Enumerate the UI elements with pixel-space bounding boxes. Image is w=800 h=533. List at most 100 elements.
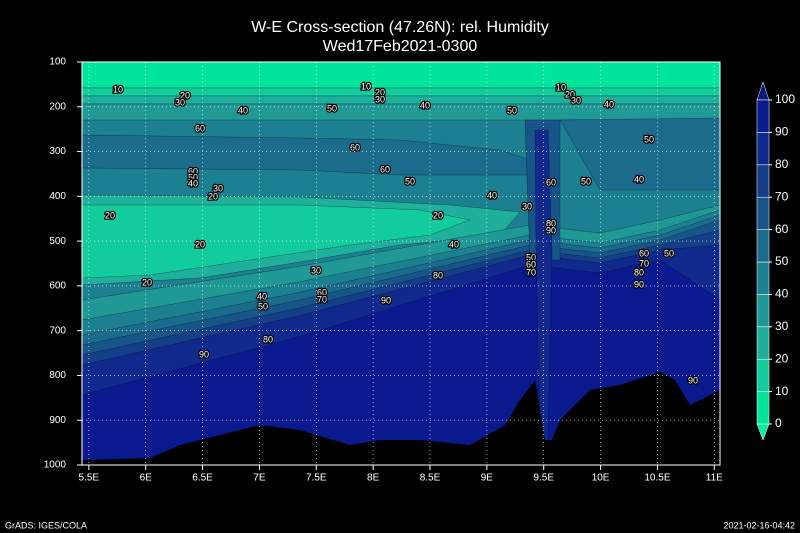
footer-right: 2021-02-16-04:42 bbox=[723, 520, 795, 530]
footer-left: GrADS: IGES/COLA bbox=[5, 520, 87, 530]
colorbar-label: 60 bbox=[775, 222, 789, 236]
x-tick-label: 10E bbox=[592, 473, 610, 484]
contour-label: 30 bbox=[571, 95, 581, 105]
plot-frame bbox=[81, 61, 721, 466]
contour-label: 20 bbox=[105, 210, 115, 220]
colorbar-band bbox=[756, 261, 770, 295]
contour-label: 20 bbox=[565, 89, 575, 99]
contour-label: 60 bbox=[188, 166, 198, 176]
contour-label: 90 bbox=[546, 225, 556, 235]
x-tick-label: 11E bbox=[706, 473, 723, 484]
contour-label: 50 bbox=[526, 252, 536, 262]
colorbar-label: 10 bbox=[775, 384, 789, 398]
contour-label: 30 bbox=[522, 201, 532, 211]
field-band bbox=[81, 61, 721, 89]
contour-label: 30 bbox=[175, 97, 185, 107]
x-tick-label: 7.5E bbox=[306, 473, 327, 484]
contour-label: 90 bbox=[381, 295, 391, 305]
y-tick-label: 200 bbox=[49, 101, 66, 112]
field-band bbox=[81, 87, 721, 97]
y-tick-label: 1000 bbox=[44, 460, 67, 471]
x-tick-label: 8E bbox=[367, 473, 380, 484]
contour-label: 20 bbox=[195, 239, 205, 249]
x-tick-label: 7E bbox=[253, 473, 266, 484]
colorbar-label: 80 bbox=[775, 157, 789, 171]
contour-label: 80 bbox=[263, 334, 273, 344]
colorbar-label: 40 bbox=[775, 287, 789, 301]
y-tick-label: 100 bbox=[49, 57, 66, 68]
contour-label: 50 bbox=[188, 172, 198, 182]
contour-label: 60 bbox=[546, 177, 556, 187]
contour-label: 60 bbox=[526, 259, 536, 269]
colorbar-label: 50 bbox=[775, 254, 789, 268]
contour-label: 80 bbox=[546, 218, 556, 228]
contour-label: 80 bbox=[433, 270, 443, 280]
colorbar-band bbox=[756, 391, 770, 425]
y-tick-label: 600 bbox=[49, 281, 66, 292]
contour-label: 60 bbox=[639, 248, 649, 258]
colorbar-band bbox=[756, 196, 770, 230]
colorbar-label: 0 bbox=[775, 416, 782, 430]
colorbar-band bbox=[756, 358, 770, 392]
colorbar-label: 90 bbox=[775, 125, 789, 139]
x-tick-label: 9.5E bbox=[533, 473, 554, 484]
contour-label: 50 bbox=[405, 176, 415, 186]
contour-label: 70 bbox=[317, 294, 327, 304]
contour-label: 90 bbox=[199, 349, 209, 359]
x-tick-label: 5.5E bbox=[79, 473, 100, 484]
colorbar-band bbox=[756, 99, 770, 133]
contour-label: 70 bbox=[526, 267, 536, 277]
contour-label: 40 bbox=[487, 190, 497, 200]
contour-label: 30 bbox=[311, 265, 321, 275]
contour-label: 60 bbox=[350, 142, 360, 152]
contour-label: 20 bbox=[180, 90, 190, 100]
contour-label: 70 bbox=[639, 258, 649, 268]
colorbar-label: 20 bbox=[775, 351, 789, 365]
y-tick-label: 800 bbox=[49, 370, 66, 381]
colorbar-band bbox=[756, 164, 770, 198]
colorbar-label: 70 bbox=[775, 189, 789, 203]
chart-title: W-E Cross-section (47.26N): rel. Humidit… bbox=[251, 19, 549, 36]
contour-label: 10 bbox=[556, 82, 566, 92]
colorbar-band bbox=[756, 132, 770, 166]
y-tick-label: 300 bbox=[49, 146, 66, 157]
colorbar-label: 30 bbox=[775, 319, 789, 333]
y-tick-label: 900 bbox=[49, 415, 66, 426]
x-tick-label: 10.5E bbox=[644, 473, 670, 484]
contour-label: 50 bbox=[581, 176, 591, 186]
contour-label: 60 bbox=[195, 123, 205, 133]
contour-label: 40 bbox=[188, 178, 198, 188]
contour-label: 40 bbox=[257, 291, 267, 301]
y-tick-label: 500 bbox=[49, 236, 66, 247]
contour-label: 20 bbox=[433, 210, 443, 220]
x-tick-label: 6.5E bbox=[192, 473, 213, 484]
contour-label: 90 bbox=[688, 375, 698, 385]
y-tick-label: 700 bbox=[49, 325, 66, 336]
contour-label: 10 bbox=[361, 81, 371, 91]
x-tick-label: 8.5E bbox=[420, 473, 441, 484]
colorbar-band bbox=[756, 326, 770, 360]
contour-label: 50 bbox=[664, 248, 674, 258]
colorbar-label: 100 bbox=[775, 92, 795, 106]
contour-label: 40 bbox=[238, 105, 248, 115]
contour-label: 60 bbox=[380, 164, 390, 174]
contour-label: 20 bbox=[375, 87, 385, 97]
contour-label: 50 bbox=[258, 301, 268, 311]
contour-label: 50 bbox=[327, 103, 337, 113]
contour-label: 50 bbox=[507, 105, 517, 115]
x-tick-label: 9E bbox=[481, 473, 494, 484]
y-tick-label: 400 bbox=[49, 191, 66, 202]
contour-label: 40 bbox=[634, 174, 644, 184]
contour-label: 30 bbox=[213, 183, 223, 193]
field-band bbox=[81, 204, 471, 279]
chart-subtitle: Wed17Feb2021-0300 bbox=[323, 38, 478, 55]
contour-label: 30 bbox=[375, 94, 385, 104]
contour-label: 50 bbox=[644, 134, 654, 144]
contour-label: 90 bbox=[634, 279, 644, 289]
field bbox=[81, 61, 721, 466]
contour-label: 40 bbox=[449, 239, 459, 249]
contour-label: 20 bbox=[142, 277, 152, 287]
contour-label: 10 bbox=[113, 84, 123, 94]
x-tick-label: 6E bbox=[140, 473, 153, 484]
